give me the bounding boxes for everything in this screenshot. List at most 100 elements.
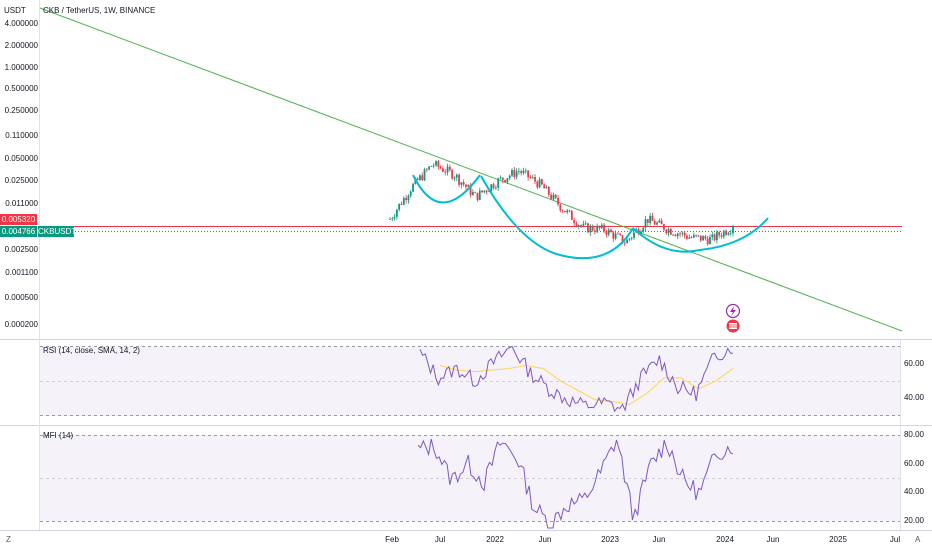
- candle-body: [660, 220, 663, 225]
- candle-body: [538, 179, 541, 188]
- symbol-title[interactable]: CKB / TetherUS, 1W, BINANCE: [43, 6, 156, 15]
- rsi-tick: 60.00: [903, 359, 924, 368]
- mfi-tick: 60.00: [903, 459, 924, 468]
- candle-body: [715, 232, 718, 241]
- candle-body: [458, 174, 460, 185]
- candle-body: [448, 166, 451, 170]
- rsi-title[interactable]: RSI (14, close, SMA, 14, 2): [43, 346, 140, 355]
- candle-body: [400, 203, 403, 205]
- candle-body: [421, 175, 424, 181]
- candle-body: [669, 228, 672, 235]
- candle-body: [644, 219, 647, 228]
- candle-body: [587, 223, 589, 233]
- candle-body: [534, 177, 536, 182]
- time-tick: 2024: [716, 535, 734, 544]
- candle-body: [483, 190, 486, 193]
- candle-body: [524, 170, 527, 172]
- candle-body: [451, 169, 454, 179]
- candle-body: [704, 236, 707, 239]
- candle-body: [649, 215, 652, 223]
- candle-body: [725, 230, 727, 235]
- candle-body: [596, 225, 599, 233]
- candle-body: [490, 184, 493, 192]
- candle-body: [561, 210, 564, 212]
- candle-body: [511, 169, 513, 176]
- candle-body: [566, 210, 569, 213]
- candle-body: [442, 168, 444, 172]
- candle-body: [626, 239, 629, 244]
- price-tick: 0.110000: [5, 131, 38, 140]
- candle-body: [430, 166, 433, 167]
- candle-body: [520, 171, 523, 174]
- candle-body: [437, 161, 440, 167]
- candle-body: [455, 174, 458, 178]
- candle-body: [474, 192, 477, 193]
- candle-body: [614, 233, 617, 239]
- candle-body: [460, 182, 463, 185]
- candle-body: [522, 170, 525, 174]
- price-tick: 4.000000: [4, 19, 38, 28]
- time-tick: Jul: [434, 535, 446, 544]
- rsi-tick: 40.00: [903, 393, 924, 402]
- candle-body: [432, 165, 435, 167]
- candle-body: [573, 219, 576, 224]
- candle-body: [529, 177, 532, 178]
- candle-body: [580, 225, 582, 226]
- price-tick: 0.011000: [5, 199, 38, 208]
- candle-body: [686, 235, 688, 239]
- candle-body: [658, 220, 661, 223]
- candle-body: [718, 232, 721, 236]
- time-tick: 2022: [486, 535, 504, 544]
- cup-arc-left: [412, 174, 481, 204]
- candle-body: [465, 184, 467, 187]
- candle-body: [467, 185, 470, 187]
- candle-body: [405, 197, 408, 201]
- time-tick: Jul: [889, 535, 901, 544]
- candle-body: [391, 218, 394, 220]
- candle-body: [633, 232, 635, 238]
- candle-body: [508, 175, 511, 179]
- candle-body: [706, 238, 709, 245]
- candle-body: [630, 237, 633, 239]
- candle-body: [554, 194, 557, 198]
- candle-body: [504, 179, 507, 182]
- candle-body: [667, 228, 670, 234]
- candle-body: [568, 210, 571, 212]
- price-tick: 0.002500: [4, 245, 38, 254]
- candle-body: [692, 234, 695, 238]
- candle-body: [603, 224, 605, 232]
- rsi-line: [419, 345, 734, 413]
- mfi-line: [417, 438, 734, 529]
- mfi-title[interactable]: MFI (14): [43, 431, 74, 440]
- candle-body: [541, 179, 543, 185]
- time-tick: 2025: [829, 535, 847, 544]
- price-tick: 0.025000: [4, 176, 38, 185]
- candle-body: [656, 222, 658, 225]
- candle-body: [702, 236, 704, 241]
- candle-body: [672, 234, 675, 236]
- candle-body: [416, 178, 419, 181]
- lightning-icon-glyph: [730, 306, 736, 316]
- candle-body: [435, 161, 437, 166]
- zoom-toggle-button[interactable]: Z: [6, 535, 11, 544]
- symbol-tag: CKBUSDT: [38, 226, 77, 237]
- candle-body: [722, 230, 725, 237]
- candle-body: [396, 209, 398, 217]
- candle-body: [497, 178, 500, 188]
- mfi-tick: 20.00: [903, 516, 924, 525]
- candle-body: [697, 235, 700, 237]
- candle-body: [582, 223, 585, 226]
- candle-body: [506, 178, 509, 182]
- price-tick: 0.050000: [4, 154, 38, 163]
- candle-body: [663, 224, 665, 230]
- candle-body: [471, 192, 474, 195]
- candle-body: [513, 169, 516, 177]
- candle-body: [552, 194, 555, 199]
- auto-scale-button[interactable]: A: [915, 535, 921, 544]
- candle-body: [515, 171, 518, 177]
- candle-body: [695, 234, 698, 236]
- candle-body: [605, 231, 608, 235]
- candle-body: [531, 177, 534, 178]
- candle-body: [570, 211, 573, 220]
